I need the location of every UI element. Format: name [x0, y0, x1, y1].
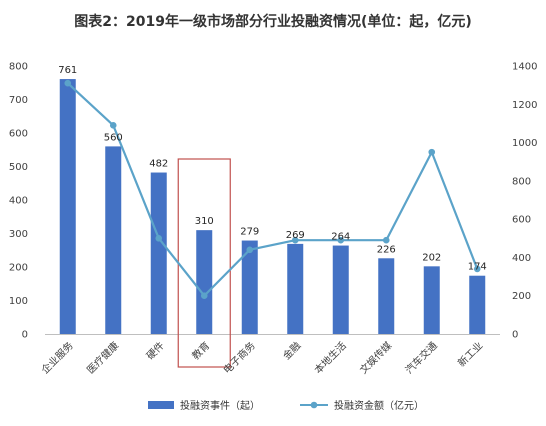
y-left-tick-label: 800 — [9, 62, 28, 73]
x-tick-label: 汽车交通 — [402, 339, 439, 376]
line-point — [64, 79, 72, 87]
line-point — [473, 265, 481, 273]
legend: 投融资事件（起） 投融资金额（亿元） — [148, 399, 424, 412]
legend-label-bar: 投融资事件（起） — [180, 399, 260, 412]
bar — [469, 275, 486, 334]
line-point — [291, 236, 299, 244]
y-left-tick-label: 400 — [9, 196, 28, 207]
bar — [287, 243, 304, 334]
legend-swatch-line-marker — [310, 401, 318, 409]
bar-data-label: 310 — [195, 216, 214, 227]
line-point — [109, 122, 117, 129]
x-tick-label: 硬件 — [144, 340, 167, 363]
bar-data-label: 264 — [331, 232, 350, 243]
plot-area: 0 100 200 300 400 500 600 700 800 0 200 400 600 800 10… — [9, 62, 538, 377]
y-right-tick-label: 400 — [512, 253, 531, 264]
x-tick-label: 文娱传媒 — [357, 339, 394, 376]
y-right-tick-label: 1400 — [512, 62, 537, 73]
y-left-tick-label: 300 — [9, 229, 28, 240]
y-left-tick-label: 100 — [9, 296, 28, 307]
line-point — [246, 246, 254, 254]
y-left-tick-label: 500 — [9, 162, 28, 173]
y-right-tick-label: 1200 — [512, 100, 537, 111]
y-right-tick-label: 600 — [512, 215, 531, 226]
line-point — [200, 292, 208, 300]
bar — [423, 266, 440, 334]
x-tick-label: 新工业 — [455, 339, 485, 369]
line-point — [337, 236, 345, 244]
legend-label-line: 投融资金额（亿元） — [334, 399, 424, 412]
y-left-tick-label: 0 — [22, 330, 28, 341]
bar-data-label: 174 — [468, 262, 487, 273]
line-point — [155, 234, 163, 242]
line-point — [428, 148, 436, 156]
y-right-tick-label: 200 — [512, 291, 531, 302]
y-left-tick-label: 600 — [9, 129, 28, 140]
y-right-tick-label: 1000 — [512, 138, 537, 149]
bar — [196, 230, 213, 334]
bar-data-label: 482 — [149, 159, 168, 170]
bar — [150, 172, 167, 334]
legend-swatch-bar — [148, 401, 174, 409]
x-tick-label: 医疗健康 — [84, 339, 121, 376]
bar — [59, 79, 76, 334]
bar-data-label: 269 — [286, 230, 305, 241]
x-tick-label: 金融 — [280, 339, 303, 362]
bar-data-label: 761 — [58, 65, 77, 76]
bar — [241, 240, 258, 334]
x-tick-label: 教育 — [189, 339, 212, 362]
y-left-tick-label: 700 — [9, 95, 28, 106]
bar — [332, 245, 349, 334]
series-line — [67, 82, 479, 297]
y-right-tick-label: 800 — [512, 176, 531, 187]
bar-data-label: 279 — [240, 227, 259, 238]
bar — [105, 146, 122, 334]
bar-data-label: 202 — [422, 252, 441, 263]
y-right-tick-label: 0 — [512, 330, 518, 341]
bar-data-label: 226 — [377, 244, 396, 255]
x-tick-label: 电子商务 — [220, 339, 257, 376]
x-tick-label: 企业服务 — [38, 339, 75, 376]
x-tick-label: 本地生活 — [311, 339, 348, 376]
line-point — [382, 236, 390, 244]
bar — [378, 258, 395, 334]
y-left-tick-label: 200 — [9, 263, 28, 274]
bar-data-label: 560 — [104, 132, 123, 143]
chart-title: 图表2：2019年一级市场部分行业投融资情况(单位：起，亿元) — [74, 13, 472, 30]
